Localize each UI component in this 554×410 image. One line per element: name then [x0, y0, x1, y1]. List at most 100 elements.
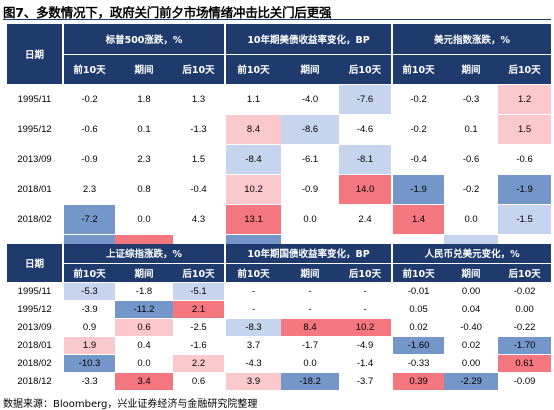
subheader-after: 后10天	[498, 53, 552, 84]
value-cell: 8.4	[281, 317, 340, 336]
table-row: 1995/11 -0.2 1.8 1.3 1.1 -4.0 -7.6 -0.2 -0.3 1.2	[7, 83, 552, 114]
subheader-after: 后10天	[339, 262, 393, 282]
subheader-before: 前10天	[391, 262, 445, 282]
row-date: 1995/11	[7, 281, 63, 300]
value-cell: 0.6	[115, 317, 173, 336]
value-cell: 0.9	[62, 317, 115, 336]
value-cell: -18.2	[281, 371, 340, 390]
row-date: 2018/02	[7, 353, 63, 372]
value-cell: -4.9	[339, 335, 393, 354]
value-cell: -	[281, 281, 340, 300]
group-header-shcomp: 上证综指涨跌，%	[61, 244, 226, 263]
value-cell: 0.61	[498, 353, 552, 372]
value-cell: 0.39	[391, 371, 445, 390]
subheader-during: 期间	[281, 53, 340, 84]
value-cell: -1.5	[498, 203, 552, 234]
subheader-before: 前10天	[224, 262, 282, 282]
value-cell: -0.6	[62, 113, 115, 144]
value-cell: -4.6	[339, 113, 393, 144]
value-cell: -5.3	[62, 281, 115, 300]
value-cell: 0.0	[444, 203, 499, 234]
subheader-before: 前10天	[224, 53, 282, 84]
value-cell: 0.05	[391, 299, 445, 318]
value-cell: -0.9	[281, 173, 340, 204]
row-date: 2018/01	[7, 335, 63, 354]
value-cell: -1.3	[173, 113, 226, 144]
value-cell: -2.5	[173, 317, 226, 336]
value-cell: 0.0	[281, 203, 340, 234]
row-date: 1995/11	[7, 83, 63, 114]
value-cell: -0.6	[444, 143, 499, 174]
value-cell: 0.8	[115, 173, 173, 204]
value-cell: -8.1	[339, 143, 393, 174]
table-row: 2013/09 0.9 0.6 -2.5 -8.3 8.4 10.2 0.02 -0.40 -0.…	[7, 317, 552, 336]
value-cell: -8.4	[224, 143, 282, 174]
value-cell: 0.6	[173, 371, 226, 390]
value-cell: 0.0	[115, 353, 173, 372]
value-cell: 0.02	[444, 335, 499, 354]
value-cell: -7.6	[339, 83, 393, 114]
value-cell: -0.2	[391, 113, 445, 144]
subheader-after: 后10天	[339, 53, 393, 84]
figure-title: 图7、多数情况下，政府关门前夕市场情绪冲击比关门后更强	[3, 5, 332, 20]
value-cell: -1.4	[339, 353, 393, 372]
value-cell: -10.3	[62, 353, 115, 372]
subheader-during: 期间	[281, 262, 340, 282]
value-cell: -	[281, 299, 340, 318]
row-date: 2018/02	[7, 203, 63, 234]
table-row: 2018/02 -7.2 0.0 4.3 13.1 0.0 2.4 1.4 0.0 -1.5	[7, 203, 552, 234]
value-cell: 8.4	[224, 113, 282, 144]
row-date: 1995/12	[7, 113, 63, 144]
row-date: 2013/09	[7, 143, 63, 174]
date-column-header: 日期	[7, 24, 63, 84]
value-cell: 0.02	[391, 317, 445, 336]
value-cell: 0.1	[444, 113, 499, 144]
value-cell: 2.2	[173, 353, 226, 372]
value-cell: 3.7	[224, 335, 282, 354]
value-cell: -0.22	[498, 317, 552, 336]
value-cell: -0.6	[498, 143, 552, 174]
value-cell: -	[224, 299, 282, 318]
value-cell: 3.4	[115, 371, 173, 390]
value-cell: -3.7	[339, 371, 393, 390]
value-cell: 3.9	[224, 371, 282, 390]
table-row: 2018/02 -10.3 0.0 2.2 -4.3 0.0 -1.4 -0.33 0.00 0.…	[7, 353, 552, 372]
group-header-dxy: 美元指数涨跌，%	[391, 24, 552, 54]
value-cell: -	[224, 281, 282, 300]
value-cell: 13.1	[224, 203, 282, 234]
group-header-sp500: 标普500涨跌，%	[61, 24, 226, 54]
value-cell: 0.1	[115, 113, 173, 144]
table-row: 2018/01 2.3 0.8 -0.4 10.2 -0.9 14.0 -1.9 -0.2 -1.…	[7, 173, 552, 204]
value-cell: -8.6	[281, 113, 340, 144]
row-date: 2018/12	[7, 371, 63, 390]
source-note: 数据来源：Bloomberg，兴业证券经济与金融研究院整理	[3, 399, 258, 410]
value-cell: -0.2	[391, 83, 445, 114]
value-cell: 2.1	[173, 299, 226, 318]
value-cell: 1.9	[62, 335, 115, 354]
value-cell: 0.4	[115, 335, 173, 354]
value-cell: 0.00	[498, 299, 552, 318]
value-cell: 2.4	[339, 203, 393, 234]
value-cell: -0.2	[444, 173, 499, 204]
value-cell: 0.04	[444, 299, 499, 318]
value-cell: 14.0	[339, 173, 393, 204]
subheader-during: 期间	[115, 53, 173, 84]
date-column-header: 日期	[7, 244, 63, 282]
subheader-during: 期间	[115, 262, 173, 282]
bottom-panel-table: 日期 上证综指涨跌，% 10年期国债收益率变化，BP 人民币兑美元变化，% 前1…	[7, 244, 552, 390]
subheader-before: 前10天	[62, 53, 115, 84]
value-cell: -0.2	[62, 83, 115, 114]
value-cell: -1.9	[391, 173, 445, 204]
table-row: 1995/12 -0.6 0.1 -1.3 8.4 -8.6 -4.6 -0.2 0.1 1.5	[7, 113, 552, 144]
value-cell: 0.00	[444, 353, 499, 372]
value-cell: -0.02	[498, 281, 552, 300]
subheader-during: 期间	[444, 262, 499, 282]
value-cell: 2.3	[115, 143, 173, 174]
value-cell: 1.2	[498, 83, 552, 114]
title-rule	[3, 19, 551, 20]
value-cell: -4.0	[281, 83, 340, 114]
group-header-cny: 人民币兑美元变化，%	[391, 244, 552, 263]
value-cell: 0.0	[281, 353, 340, 372]
subheader-before: 前10天	[62, 262, 115, 282]
subheader-after: 后10天	[173, 262, 226, 282]
